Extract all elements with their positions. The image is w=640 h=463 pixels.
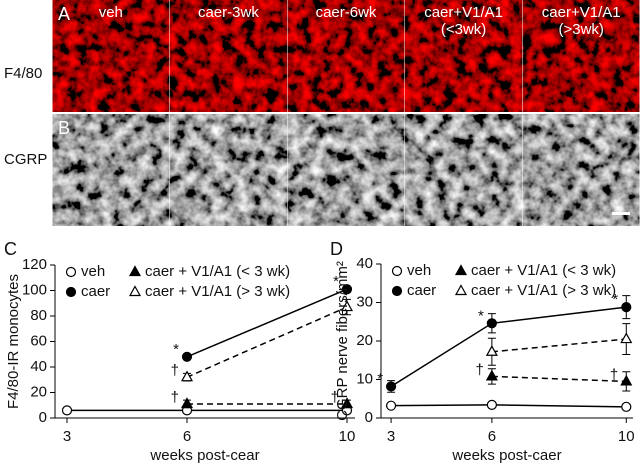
y-tick-label: 60 (30, 332, 47, 349)
legend-label: caer (407, 282, 436, 299)
x-tick-label: 3 (387, 428, 395, 445)
point (341, 284, 353, 295)
legend-label: caer + V1/A1 (< 3 wk) (471, 262, 616, 279)
micrograph (287, 0, 405, 112)
point-label: * (377, 370, 383, 387)
y-tick-label: 20 (356, 332, 373, 349)
x-tick-label: 10 (339, 428, 356, 445)
column-label: caer-6wk (316, 4, 377, 21)
point-label: * (612, 291, 618, 308)
micrograph (170, 114, 287, 226)
legend-label: caer + V1/A1 (< 3 wk) (145, 263, 290, 280)
x-tick-label: 3 (63, 428, 71, 445)
y-tick-label: 20 (30, 383, 47, 400)
point (620, 374, 633, 386)
legend-marker (65, 286, 77, 298)
point-label: † (171, 389, 179, 406)
x-tick-label: 6 (488, 428, 496, 445)
micrograph (52, 0, 170, 112)
scale-bar (612, 212, 630, 215)
y-tick-label: 0 (39, 409, 47, 426)
point-label: † (171, 362, 179, 379)
series-line (390, 306, 627, 388)
column-label: caer+V1/A1 (542, 4, 621, 21)
point (486, 399, 497, 411)
y-tick-label: 80 (30, 307, 47, 324)
x-axis-title: weeks post-caer (451, 447, 561, 463)
column-label: caer+V1/A1 (424, 4, 503, 21)
micrograph (522, 0, 640, 112)
panel-letter: C (4, 239, 17, 259)
column-label: (<3wk) (441, 21, 486, 38)
point (180, 397, 194, 409)
row-letter: A (58, 4, 70, 24)
legend-marker (454, 264, 468, 276)
micrograph (170, 0, 287, 112)
point-label: * (333, 273, 339, 290)
point-label: † (476, 361, 484, 378)
column-label: caer-3wk (198, 4, 259, 21)
point (486, 318, 497, 329)
series-line (186, 288, 348, 358)
series-line (491, 338, 627, 353)
point (385, 400, 397, 411)
legend-marker (454, 284, 468, 296)
point (621, 302, 632, 313)
legend-marker (128, 265, 142, 277)
y-tick-label: 40 (30, 358, 47, 375)
column-label: veh (99, 4, 123, 21)
point (340, 300, 354, 312)
legend-label: veh (407, 262, 431, 279)
point-label: * (478, 307, 484, 324)
micrograph (405, 114, 522, 226)
legend-label: veh (81, 263, 105, 280)
row-label: F4/80 (4, 65, 42, 82)
point (620, 332, 633, 344)
y-axis-title: CGRP nerve fibers/mm² (334, 261, 351, 421)
row-letter: B (58, 118, 70, 138)
point-label: * (173, 341, 179, 358)
legend-label: caer (81, 283, 110, 300)
point (485, 369, 498, 381)
x-tick-label: 6 (183, 428, 191, 445)
legend-marker (391, 285, 403, 297)
point-label: † (331, 389, 339, 406)
x-tick-label: 10 (618, 428, 635, 445)
micrograph (287, 114, 405, 226)
point-label: † (610, 366, 618, 383)
y-axis-title: F4/80-IR monocytes (5, 274, 22, 409)
x-axis-title: weeks post-cear (149, 447, 259, 463)
y-tick-label: 10 (356, 370, 373, 387)
point (61, 405, 73, 416)
row-label: CGRP (4, 151, 47, 168)
series-line (391, 404, 627, 408)
point (181, 351, 193, 362)
y-tick-label: 40 (356, 255, 373, 272)
panel-letter: D (330, 239, 343, 259)
y-tick-label: 100 (22, 281, 47, 298)
legend-marker (391, 265, 403, 277)
column-label: (>3wk) (558, 21, 603, 38)
legend-marker (65, 266, 77, 278)
point (485, 345, 498, 356)
point (385, 381, 397, 392)
series-line (491, 375, 627, 383)
legend-label: caer + V1/A1 (> 3 wk) (471, 282, 616, 299)
legend-label: caer + V1/A1 (> 3 wk) (145, 283, 290, 300)
y-tick-label: 30 (356, 293, 373, 310)
micrograph (522, 114, 640, 226)
micrograph (405, 0, 522, 112)
point (340, 397, 354, 409)
point (621, 401, 632, 412)
point (180, 370, 194, 382)
micrograph (52, 114, 170, 226)
y-tick-label: 120 (22, 256, 47, 273)
legend-marker (128, 285, 142, 297)
y-tick-label: 0 (365, 409, 373, 426)
series-line (186, 306, 348, 378)
